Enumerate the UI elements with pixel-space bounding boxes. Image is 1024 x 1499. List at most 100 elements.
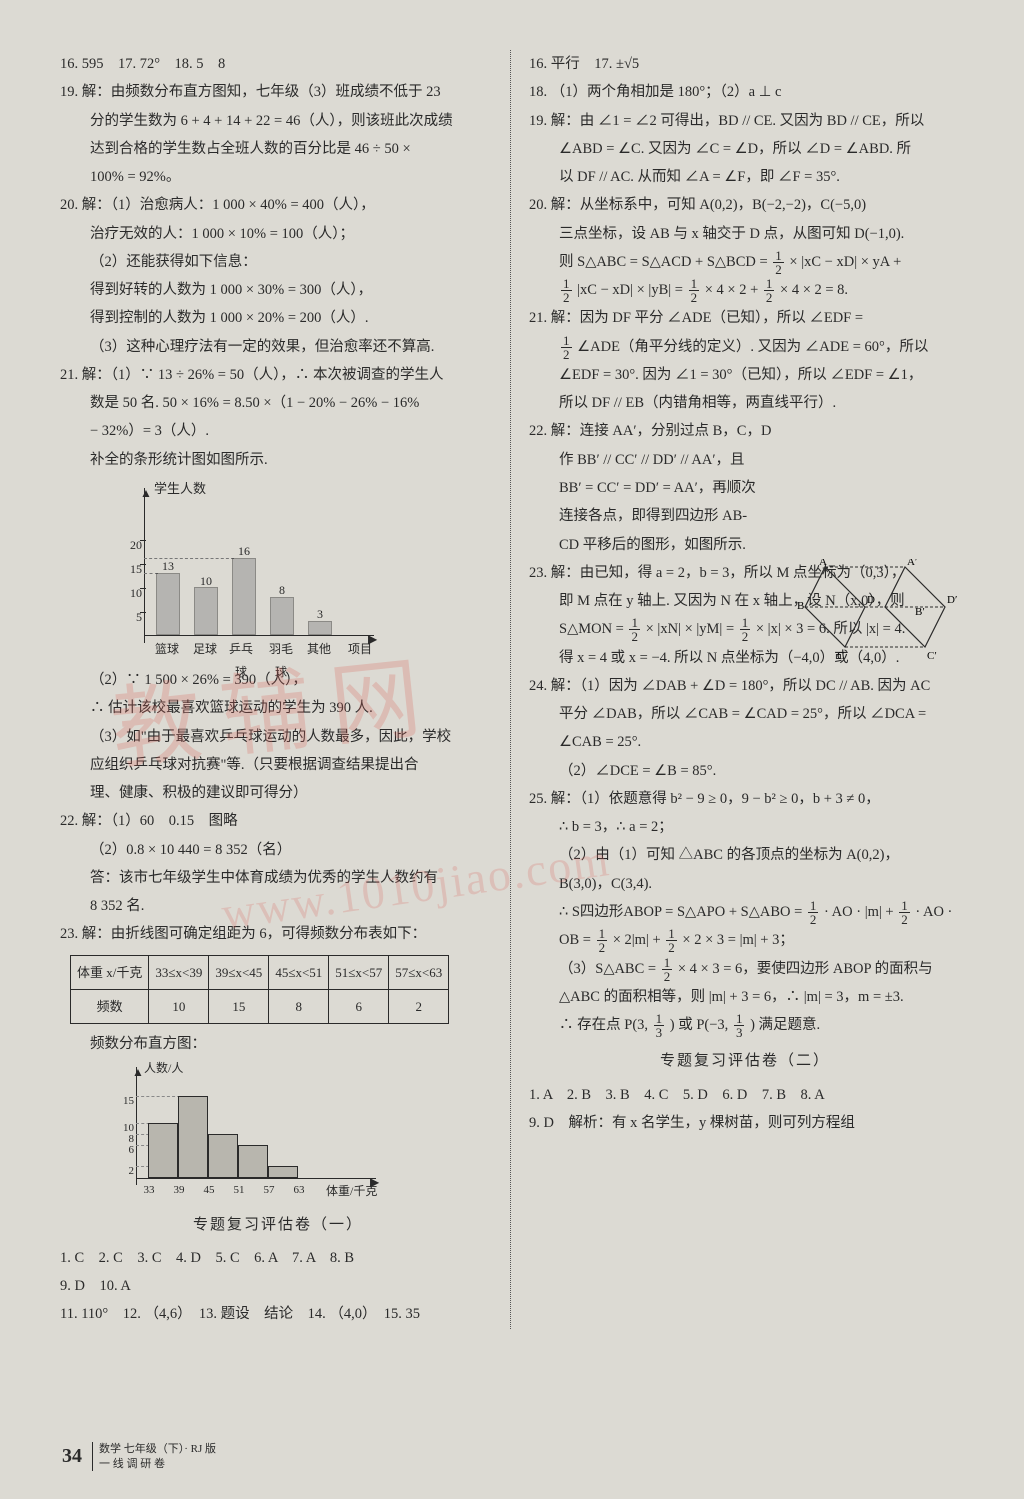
fraction: 12 [666,927,677,954]
bar [270,597,294,635]
r-line: 12 ∠ADE（角平分线的定义）. 又因为 ∠ADE = 60°，所以 [529,333,961,361]
q20-line: （2）还能获得如下信息： [60,248,496,276]
r-line: 作 BB′ // CC′ // DD′ // AA′，且 [529,446,809,474]
r-line: ∴ b = 3，∴ a = 2； [529,813,961,841]
q21-line: 补全的条形统计图如图所示. [60,446,496,474]
xlabel: 57 [256,1180,282,1201]
y-axis [144,488,145,643]
text: 则 S△ABC = S△ACD + S△BCD = [559,254,771,270]
label-D: D [867,594,875,606]
fraction: 12 [773,249,784,276]
text: ) 满足题意. [750,1017,820,1033]
r-line: 所以 DF // EB（内错角相等，两直线平行）. [529,389,961,417]
hist-bar [178,1096,208,1178]
bar [156,573,180,635]
text: × |xN| × |yM| = [646,621,738,637]
r-line: △ABC 的面积相等，则 |m| + 3 = 6，∴ |m| = 3，m = ±… [529,983,961,1011]
bar-value: 8 [270,579,294,602]
parallelogram-figure: A A′ B B′ C C′ D D′ [797,559,957,669]
ans-line: 11. 110° 12. （4,6） 13. 题设 结论 14. （4,0） 1… [60,1300,496,1328]
fraction: 12 [561,334,572,361]
r-line: ∴ S四边形ABOP = S△APO + S△ABO = 12 · AO · |… [529,898,961,926]
fraction: 13 [654,1012,665,1039]
hist-xlabel: 体重/千克 [326,1180,377,1203]
ytick: 5 [122,606,142,629]
page-root: 16. 595 17. 72° 18. 5 8 19. 解：由频数分布直方图知，… [0,0,1024,1349]
q21-line: （3）如"由于最喜欢乒乓球运动的人数最多，因此，学校 [60,723,496,751]
q21-line: − 32%）= 3（人）. [60,417,496,445]
ans-line: 1. C 2. C 3. C 4. D 5. C 6. A 7. A 8. B [60,1244,496,1272]
text: × 4 × 2 = 8. [780,282,848,298]
text: × 4 × 3 = 6，要使四边形 ABOP 的面积与 [678,961,933,977]
hist-bar [238,1145,268,1178]
page-footer: 34 数学 七年级（下）· RJ 版 一 线 调 研 卷 [62,1442,216,1471]
q20-line: 20. 解：（1）治愈病人：1 000 × 40% = 400（人）， [60,191,496,219]
left-column: 16. 595 17. 72° 18. 5 8 19. 解：由频数分布直方图知，… [60,50,510,1329]
r-line: 连接各点，即得到四边形 AB- [529,502,809,530]
chart-ylabel: 学生人数 [154,476,206,501]
xlabel: 51 [226,1180,252,1201]
bar [194,587,218,635]
label-Cp: C′ [927,650,937,662]
q21-line: 理、健康、积极的建议即可得分） [60,779,496,807]
q19-line: 分的学生数为 6 + 4 + 14 + 22 = 46（人），则该班此次成绩 [60,107,496,135]
text: S△MON = [559,621,627,637]
r-line: 16. 平行 17. ±√5 [529,50,961,78]
section-title-1: 专题复习评估卷（一） [60,1211,496,1240]
footer-line: 数学 七年级（下）· RJ 版 [99,1442,216,1456]
tick-line [140,588,146,589]
page-number: 34 [62,1445,82,1468]
fraction: 12 [899,899,910,926]
label-A: A [819,559,827,568]
r-line: 25. 解：（1）依题意得 b² − 9 ≥ 0，9 − b² ≥ 0，b + … [529,785,961,813]
xlabel: 45 [196,1180,222,1201]
r-line: 21. 解：因为 DF 平分 ∠ADE（已知），所以 ∠EDF = [529,304,961,332]
r-line: BB′ = CC′ = DD′ = AA′，再顺次 [529,474,809,502]
q22-line: 22. 解：（1）60 0.15 图略 [60,807,496,835]
r-line: CD 平移后的图形，如图所示. [529,531,961,559]
fraction: 12 [662,956,673,983]
q20-line: 治疗无效的人：1 000 × 10% = 100（人）； [60,220,496,248]
section-title-2: 专题复习评估卷（二） [529,1047,961,1076]
table-cell: 51≤x<57 [329,955,389,989]
r-line: 19. 解：由 ∠1 = ∠2 可得出，BD // CE. 又因为 BD // … [529,107,961,135]
ytick: 15 [122,558,142,581]
r-line: ∠EDF = 30°. 因为 ∠1 = 30°（已知），所以 ∠EDF = ∠1… [529,361,961,389]
hist-ylabel: 人数/人 [144,1057,183,1080]
histogram-weight: 人数/人 ▲ ▶ 体重/千克 2 6 8 10 15 33 [108,1063,388,1203]
q20-line: 得到好转的人数为 1 000 × 30% = 300（人）， [60,276,496,304]
text: ) 或 P(−3, [670,1017,732,1033]
table-cell: 39≤x<45 [209,955,269,989]
bar-value: 13 [156,555,180,578]
hist-bar [208,1134,238,1178]
r-line: 22. 解：连接 AA′，分别过点 B，C，D [529,417,809,445]
label-Bp: B′ [915,606,925,618]
label-Dp: D′ [947,594,957,606]
text: × 2|m| + [613,932,665,948]
ans-line: 1. A 2. B 3. B 4. C 5. D 6. D 7. B 8. A [529,1081,961,1109]
r-line: B(3,0)，C(3,4). [529,870,961,898]
ans-line: 9. D 解析：有 x 名学生，y 棵树苗，则可列方程组 [529,1109,961,1137]
xlabel: 39 [166,1180,192,1201]
text: OB = [559,932,595,948]
r-line: 24. 解：（1）因为 ∠DAB + ∠D = 180°，所以 DC // AB… [529,672,961,700]
q19-line: 达到合格的学生数占全班人数的百分比是 46 ÷ 50 × [60,135,496,163]
table-cell: 8 [269,989,329,1023]
fraction: 13 [734,1012,745,1039]
bar-value: 16 [232,540,256,563]
bar-value: 3 [308,603,332,626]
text: ∴ S四边形ABOP = S△APO + S△ABO = [559,904,806,920]
bar-chart-students: 学生人数 ▲ ▶ 项目 5 10 15 20 13 1 [116,480,376,660]
text: ∠ADE（角平分线的定义）. 又因为 ∠ADE = 60°，所以 [577,339,928,355]
label-C: C [837,650,844,662]
fraction: 12 [689,277,700,304]
hist-bar [148,1123,178,1178]
ans-16-18: 16. 595 17. 72° 18. 5 8 [60,50,496,78]
cat-label: 其他 [302,638,336,661]
ytick: 15 [116,1091,134,1112]
q22-block: 22. 解：连接 AA′，分别过点 B，C，D 作 BB′ // CC′ // … [529,417,961,558]
r-line: ∠ABD = ∠C. 又因为 ∠C = ∠D，所以 ∠D = ∠ABD. 所 [529,135,961,163]
fraction: 12 [629,616,640,643]
table-cell: 45≤x<51 [269,955,329,989]
q19-line: 100% = 92%。 [60,163,496,191]
